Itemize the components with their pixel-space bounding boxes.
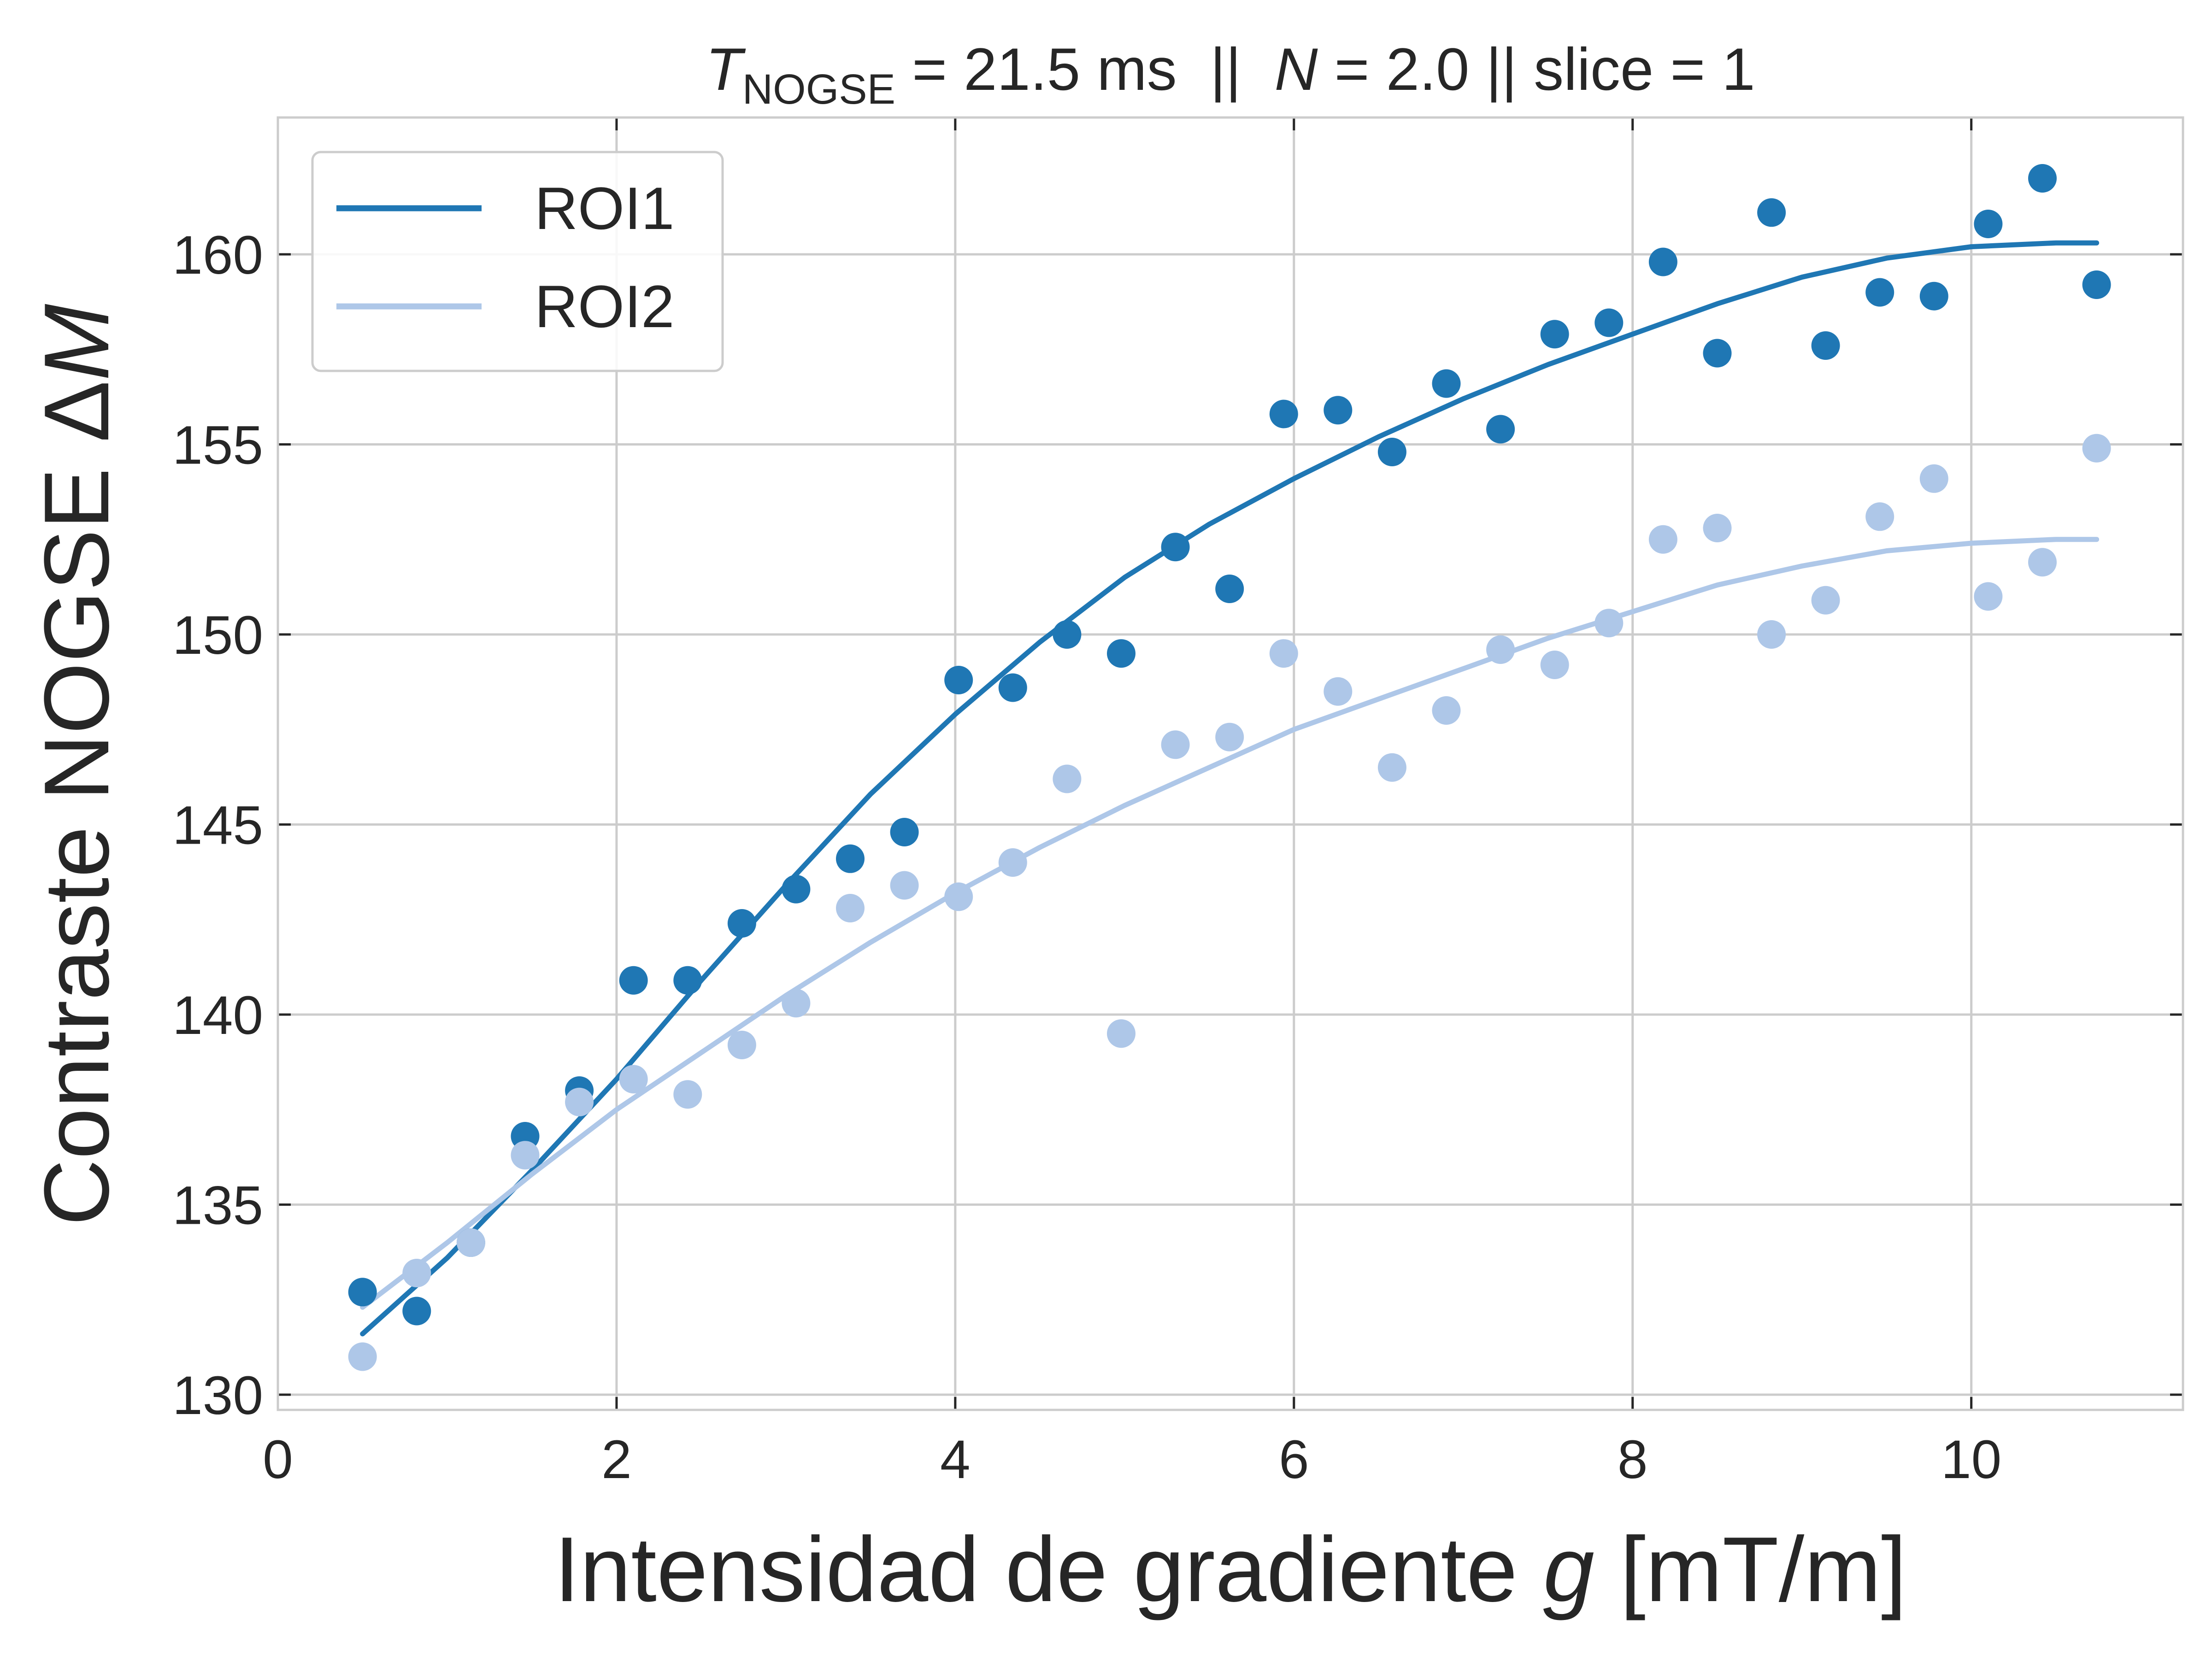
data-point-roi2 <box>1377 753 1406 782</box>
data-point-roi2 <box>1974 582 2003 611</box>
fit-curve-roi2 <box>360 537 2100 1310</box>
data-point-roi1 <box>1540 320 1569 349</box>
data-point-roi2 <box>1486 635 1515 664</box>
data-point-roi1 <box>1324 396 1353 425</box>
y-tick-label: 145 <box>172 795 263 856</box>
data-point-roi1 <box>1974 210 2003 238</box>
data-point-roi1 <box>2028 164 2057 193</box>
data-point-roi2 <box>2028 548 2057 577</box>
data-point-roi1 <box>348 1278 377 1307</box>
data-point-roi1 <box>1161 533 1190 562</box>
data-point-roi1 <box>1919 282 1948 311</box>
y-axis-title: Contraste NOGSE ΔM <box>25 304 128 1226</box>
data-point-roi2 <box>619 1065 648 1094</box>
legend-label-roi1: ROI1 <box>535 175 674 242</box>
data-point-roi1 <box>402 1297 431 1326</box>
data-point-roi1 <box>1703 339 1732 368</box>
data-point-roi2 <box>1865 502 1894 531</box>
data-point-roi1 <box>619 966 648 995</box>
data-point-roi1 <box>1269 399 1298 428</box>
data-point-roi1 <box>1486 415 1515 444</box>
y-tick-label: 150 <box>172 605 263 666</box>
data-point-roi1 <box>1053 620 1082 649</box>
data-points <box>348 164 2111 1371</box>
data-point-roi1 <box>1107 639 1135 668</box>
data-point-roi1 <box>1648 247 1677 276</box>
data-point-roi2 <box>1161 730 1190 759</box>
data-point-roi2 <box>565 1087 594 1116</box>
fit-curve-roi1 <box>360 240 2100 1337</box>
data-point-roi1 <box>1377 438 1406 466</box>
y-tick-label: 140 <box>172 985 263 1046</box>
data-point-roi2 <box>402 1259 431 1287</box>
x-tick-label: 0 <box>263 1429 293 1490</box>
plot-frame <box>276 116 2184 1411</box>
data-point-roi2 <box>1432 696 1461 725</box>
chart-title: TNOGSE = 21.5 ms || N = 2.0 || slice = 1 <box>706 35 1755 113</box>
data-point-roi2 <box>1594 609 1624 638</box>
data-point-roi2 <box>348 1342 377 1371</box>
x-tick-label: 10 <box>1941 1429 2001 1490</box>
grid <box>276 117 2183 1410</box>
y-tick-label: 130 <box>172 1365 263 1426</box>
data-point-roi2 <box>1703 514 1732 542</box>
data-point-roi1 <box>944 666 973 694</box>
data-point-roi2 <box>1053 764 1082 793</box>
x-tick-label: 2 <box>601 1429 632 1490</box>
data-point-roi2 <box>944 882 973 911</box>
data-point-roi1 <box>1215 575 1244 603</box>
y-tick-label: 155 <box>172 415 263 476</box>
data-point-roi2 <box>1215 722 1244 751</box>
legend: ROI1 ROI2 <box>311 151 724 372</box>
data-point-roi2 <box>836 894 865 922</box>
data-point-roi2 <box>1324 677 1353 706</box>
data-point-roi1 <box>2082 270 2111 299</box>
data-point-roi1 <box>1432 369 1461 398</box>
data-point-roi1 <box>782 875 811 904</box>
y-tick-label: 135 <box>172 1175 263 1236</box>
data-point-roi1 <box>890 818 919 846</box>
data-point-roi2 <box>782 989 811 1018</box>
data-point-roi2 <box>1107 1019 1135 1048</box>
data-point-roi2 <box>1540 651 1569 679</box>
data-point-roi1 <box>836 844 865 873</box>
data-point-roi1 <box>1811 331 1840 360</box>
data-point-roi2 <box>727 1031 756 1059</box>
data-point-roi2 <box>1648 525 1677 554</box>
x-tick-labels: 0 2 4 6 8 10 <box>263 1429 2001 1490</box>
data-point-roi1 <box>1757 198 1786 227</box>
data-point-roi2 <box>673 1080 702 1109</box>
data-point-roi2 <box>1269 639 1298 668</box>
data-point-roi1 <box>998 673 1027 702</box>
data-point-roi1 <box>1594 308 1624 337</box>
data-point-roi2 <box>2082 434 2111 463</box>
y-tick-label: 160 <box>172 225 263 286</box>
data-point-roi2 <box>998 848 1027 877</box>
data-point-roi1 <box>673 966 702 995</box>
data-point-roi2 <box>1919 464 1948 493</box>
x-tick-label: 4 <box>940 1429 971 1490</box>
x-axis-title: Intensidad de gradiente g [mT/m] <box>554 1518 1907 1621</box>
x-tick-label: 8 <box>1618 1429 1648 1490</box>
legend-label-roi2: ROI2 <box>535 273 674 340</box>
data-point-roi2 <box>1757 620 1786 649</box>
data-point-roi1 <box>1865 278 1894 307</box>
data-point-roi2 <box>456 1228 485 1257</box>
x-tick-label: 6 <box>1279 1429 1309 1490</box>
data-point-roi2 <box>1811 586 1840 615</box>
y-tick-labels: 130 135 140 145 150 155 160 <box>172 225 263 1426</box>
data-point-roi2 <box>890 871 919 900</box>
data-point-roi1 <box>727 909 756 938</box>
fit-curves <box>360 240 2100 1337</box>
data-point-roi2 <box>511 1141 540 1170</box>
